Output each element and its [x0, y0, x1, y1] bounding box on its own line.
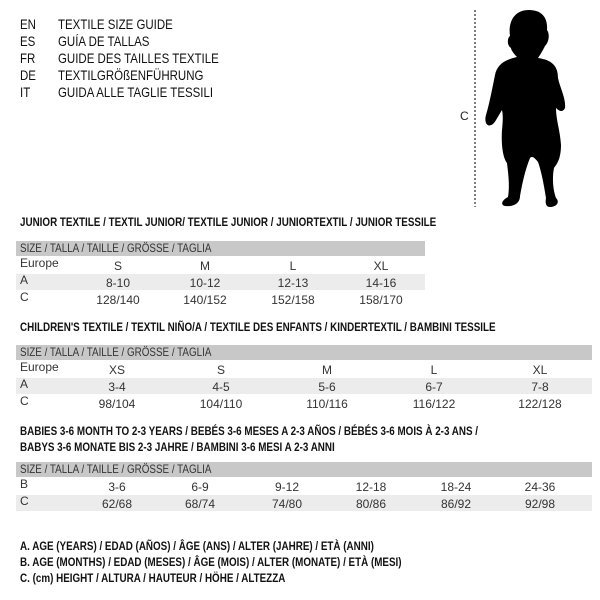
- table-cell: XL: [373, 259, 389, 273]
- table-cell: XL: [532, 363, 548, 377]
- table-cell: 104/110: [199, 397, 243, 411]
- table-cell: 68/74: [184, 497, 216, 511]
- row-label: B: [20, 477, 29, 491]
- table-cell: 80/86: [355, 497, 387, 511]
- language-code: FR: [20, 50, 36, 66]
- size-table: SIZE / TALLA / TAILLE / GRÖSSE / TAGLIA B…: [16, 462, 592, 511]
- section-title: JUNIOR TEXTILE / TEXTIL JUNIOR/ TEXTILE …: [20, 215, 528, 229]
- section-title-text: BABIES 3-6 MONTH TO 2-3 YEARS / BEBÉS 3-…: [20, 424, 479, 438]
- legend-b: B. AGE (MONTHS) / EDAD (MESES) / ÂGE (MO…: [20, 555, 485, 569]
- size-table-header: SIZE / TALLA / TAILLE / GRÖSSE / TAGLIA: [16, 241, 425, 256]
- table-cell: S: [216, 363, 226, 377]
- table-cell: 10-12: [189, 276, 221, 290]
- language-code: EN: [20, 16, 36, 32]
- table-cell: M: [200, 259, 210, 273]
- table-cell: M: [322, 363, 332, 377]
- table-row: C 128/140 140/152 152/158 158/170: [16, 290, 425, 307]
- legend-text: A. AGE (YEARS) / EDAD (AÑOS) / ÂGE (ANS)…: [20, 539, 374, 553]
- language-code: IT: [20, 84, 31, 100]
- table-cell: 5-6: [318, 380, 336, 394]
- row-label: Europe: [20, 256, 59, 270]
- table-cell: 116/122: [412, 397, 456, 411]
- table-cell: 4-5: [212, 380, 230, 394]
- row-label: Europe: [20, 360, 59, 374]
- row-label: C: [20, 494, 29, 508]
- table-row: A 8-10 10-12 12-13 14-16: [16, 273, 425, 290]
- table-cell: 98/104: [98, 397, 136, 411]
- table-cell: 140/152: [183, 293, 227, 307]
- table-row: C 98/104 104/110 110/116 116/122 122/128: [16, 394, 592, 411]
- table-cell: 8-10: [105, 276, 131, 290]
- section-title: CHILDREN'S TEXTILE / TEXTIL NIÑO/A / TEX…: [20, 320, 600, 334]
- size-header-text: SIZE / TALLA / TAILLE / GRÖSSE / TAGLIA: [20, 462, 212, 476]
- row-label: C: [20, 394, 29, 408]
- guide-title: TEXTILE SIZE GUIDE: [58, 16, 173, 32]
- section-title-text: CHILDREN'S TEXTILE / TEXTIL NIÑO/A / TEX…: [20, 320, 496, 334]
- size-table: SIZE / TALLA / TAILLE / GRÖSSE / TAGLIA E…: [16, 241, 425, 307]
- table-cell: 74/80: [271, 497, 303, 511]
- table-cell: 18-24: [440, 480, 472, 494]
- table-cell: 14-16: [365, 276, 397, 290]
- table-cell: L: [430, 363, 438, 377]
- language-code: ES: [20, 33, 36, 49]
- height-figure: C: [440, 0, 600, 220]
- table-cell: 12-13: [277, 276, 309, 290]
- table-cell: 6-7: [425, 380, 443, 394]
- section-title: BABIES 3-6 MONTH TO 2-3 YEARS / BEBÉS 3-…: [20, 424, 579, 438]
- table-cell: 110/116: [306, 397, 348, 411]
- language-code: DE: [20, 67, 36, 83]
- table-row: C 62/68 68/74 74/80 80/86 86/92 92/98: [16, 494, 592, 511]
- table-cell: 86/92: [440, 497, 472, 511]
- table-cell: 3-6: [108, 480, 126, 494]
- section-title-text: BABYS 3-6 MONATE BIS 2-3 JAHRE / BAMBINI…: [20, 440, 335, 454]
- table-cell: S: [113, 259, 123, 273]
- table-row: B 3-6 6-9 9-12 12-18 18-24 24-36: [16, 477, 592, 494]
- legend-c: C. (cm) HEIGHT / ALTURA / HAUTEUR / HÖHE…: [20, 571, 344, 585]
- table-cell: 92/98: [524, 497, 556, 511]
- legend-a: A. AGE (YEARS) / EDAD (AÑOS) / ÂGE (ANS)…: [20, 539, 452, 553]
- table-row: A 3-4 4-5 5-6 6-7 7-8: [16, 377, 592, 394]
- legend-text: B. AGE (MONTHS) / EDAD (MESES) / ÂGE (MO…: [20, 555, 402, 569]
- table-cell: 152/158: [271, 293, 315, 307]
- table-row: Europe S M L XL: [16, 256, 425, 273]
- size-table: SIZE / TALLA / TAILLE / GRÖSSE / TAGLIA E…: [16, 345, 592, 411]
- row-label: A: [20, 273, 29, 287]
- table-cell: 9-12: [274, 480, 300, 494]
- table-cell: 122/128: [518, 397, 562, 411]
- table-cell: 24-36: [524, 480, 556, 494]
- size-header-text: SIZE / TALLA / TAILLE / GRÖSSE / TAGLIA: [20, 345, 212, 359]
- table-cell: 7-8: [531, 380, 549, 394]
- guide-title: TEXTILGRÖßENFÜHRUNG: [58, 67, 204, 83]
- table-row: Europe XS S M L XL: [16, 360, 592, 377]
- child-silhouette-icon: [485, 10, 566, 207]
- table-cell: 3-4: [108, 380, 126, 394]
- section-title-text: JUNIOR TEXTILE / TEXTIL JUNIOR/ TEXTILE …: [20, 215, 437, 229]
- table-cell: 6-9: [191, 480, 209, 494]
- table-cell: 158/170: [359, 293, 403, 307]
- guide-title: GUIDA ALLE TAGLIE TESSILI: [58, 84, 214, 100]
- legend-text: C. (cm) HEIGHT / ALTURA / HAUTEUR / HÖHE…: [20, 571, 286, 585]
- row-label: C: [20, 290, 29, 304]
- table-cell: 12-18: [355, 480, 387, 494]
- height-measure-label: C: [460, 109, 469, 123]
- table-cell: 128/140: [96, 293, 140, 307]
- guide-title: GUIDE DES TAILLES TEXTILE: [58, 50, 219, 66]
- size-table-header: SIZE / TALLA / TAILLE / GRÖSSE / TAGLIA: [16, 462, 592, 477]
- size-header-text: SIZE / TALLA / TAILLE / GRÖSSE / TAGLIA: [20, 241, 212, 255]
- row-label: A: [20, 377, 29, 391]
- table-cell: L: [289, 259, 297, 273]
- guide-title: GUÍA DE TALLAS: [58, 33, 150, 49]
- table-cell: 62/68: [101, 497, 133, 511]
- size-table-header: SIZE / TALLA / TAILLE / GRÖSSE / TAGLIA: [16, 345, 592, 360]
- table-cell: XS: [108, 363, 126, 377]
- section-title-line2: BABYS 3-6 MONATE BIS 2-3 JAHRE / BAMBINI…: [20, 440, 404, 454]
